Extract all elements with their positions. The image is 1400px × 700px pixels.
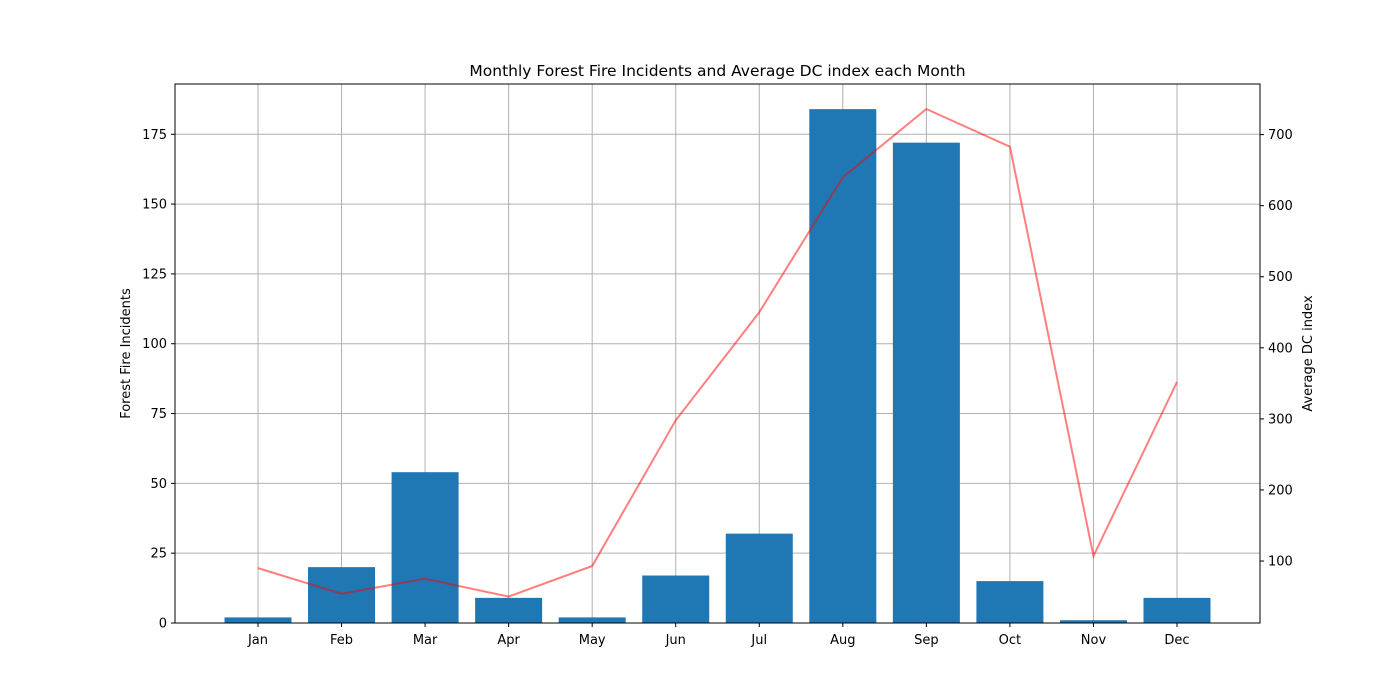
bar-apr xyxy=(475,598,542,623)
y-right-tick-label: 200 xyxy=(1268,483,1293,498)
x-tick-label: Jun xyxy=(665,633,686,648)
bar-oct xyxy=(976,581,1043,623)
bar-jul xyxy=(726,534,793,623)
x-tick-label: Feb xyxy=(330,633,353,648)
chart-title: Monthly Forest Fire Incidents and Averag… xyxy=(469,62,965,80)
x-tick-label: Oct xyxy=(999,633,1021,648)
y-tick-label: 75 xyxy=(150,407,167,422)
x-tick-label: Apr xyxy=(497,633,520,648)
bar-jun xyxy=(642,576,709,623)
bar-mar xyxy=(392,472,459,623)
y-tick-label: 25 xyxy=(150,547,167,562)
y-axis-right-label: Average DC index xyxy=(1301,295,1316,412)
x-tick-label: Jul xyxy=(750,633,767,648)
x-tick-label: Mar xyxy=(413,633,438,648)
x-tick-label: Dec xyxy=(1164,633,1189,648)
x-tick-label: Sep xyxy=(914,633,939,648)
y-right-tick-label: 600 xyxy=(1268,199,1293,214)
y-axis-left-label: Forest Fire Incidents xyxy=(119,288,134,419)
x-tick-label: Nov xyxy=(1081,633,1107,648)
bar-jan xyxy=(225,617,292,623)
x-tick-label: May xyxy=(579,633,606,648)
y-right-tick-label: 100 xyxy=(1268,555,1293,570)
y-right-tick-label: 500 xyxy=(1268,270,1293,285)
bar-aug xyxy=(809,109,876,623)
y-tick-label: 50 xyxy=(150,477,167,492)
y-right-tick-label: 700 xyxy=(1268,128,1293,143)
y-tick-label: 100 xyxy=(142,337,167,352)
y-tick-label: 175 xyxy=(142,128,167,143)
bar-sep xyxy=(893,143,960,623)
x-tick-label: Aug xyxy=(830,633,855,648)
y-tick-label: 150 xyxy=(142,198,167,213)
bar-dec xyxy=(1144,598,1211,623)
y-tick-label: 125 xyxy=(142,267,167,282)
y-tick-label: 0 xyxy=(159,617,167,632)
x-tick-label: Jan xyxy=(247,633,268,648)
bar-may xyxy=(559,617,626,623)
y-right-tick-label: 300 xyxy=(1268,412,1293,427)
y-right-tick-label: 400 xyxy=(1268,341,1293,356)
bar-feb xyxy=(308,567,375,623)
